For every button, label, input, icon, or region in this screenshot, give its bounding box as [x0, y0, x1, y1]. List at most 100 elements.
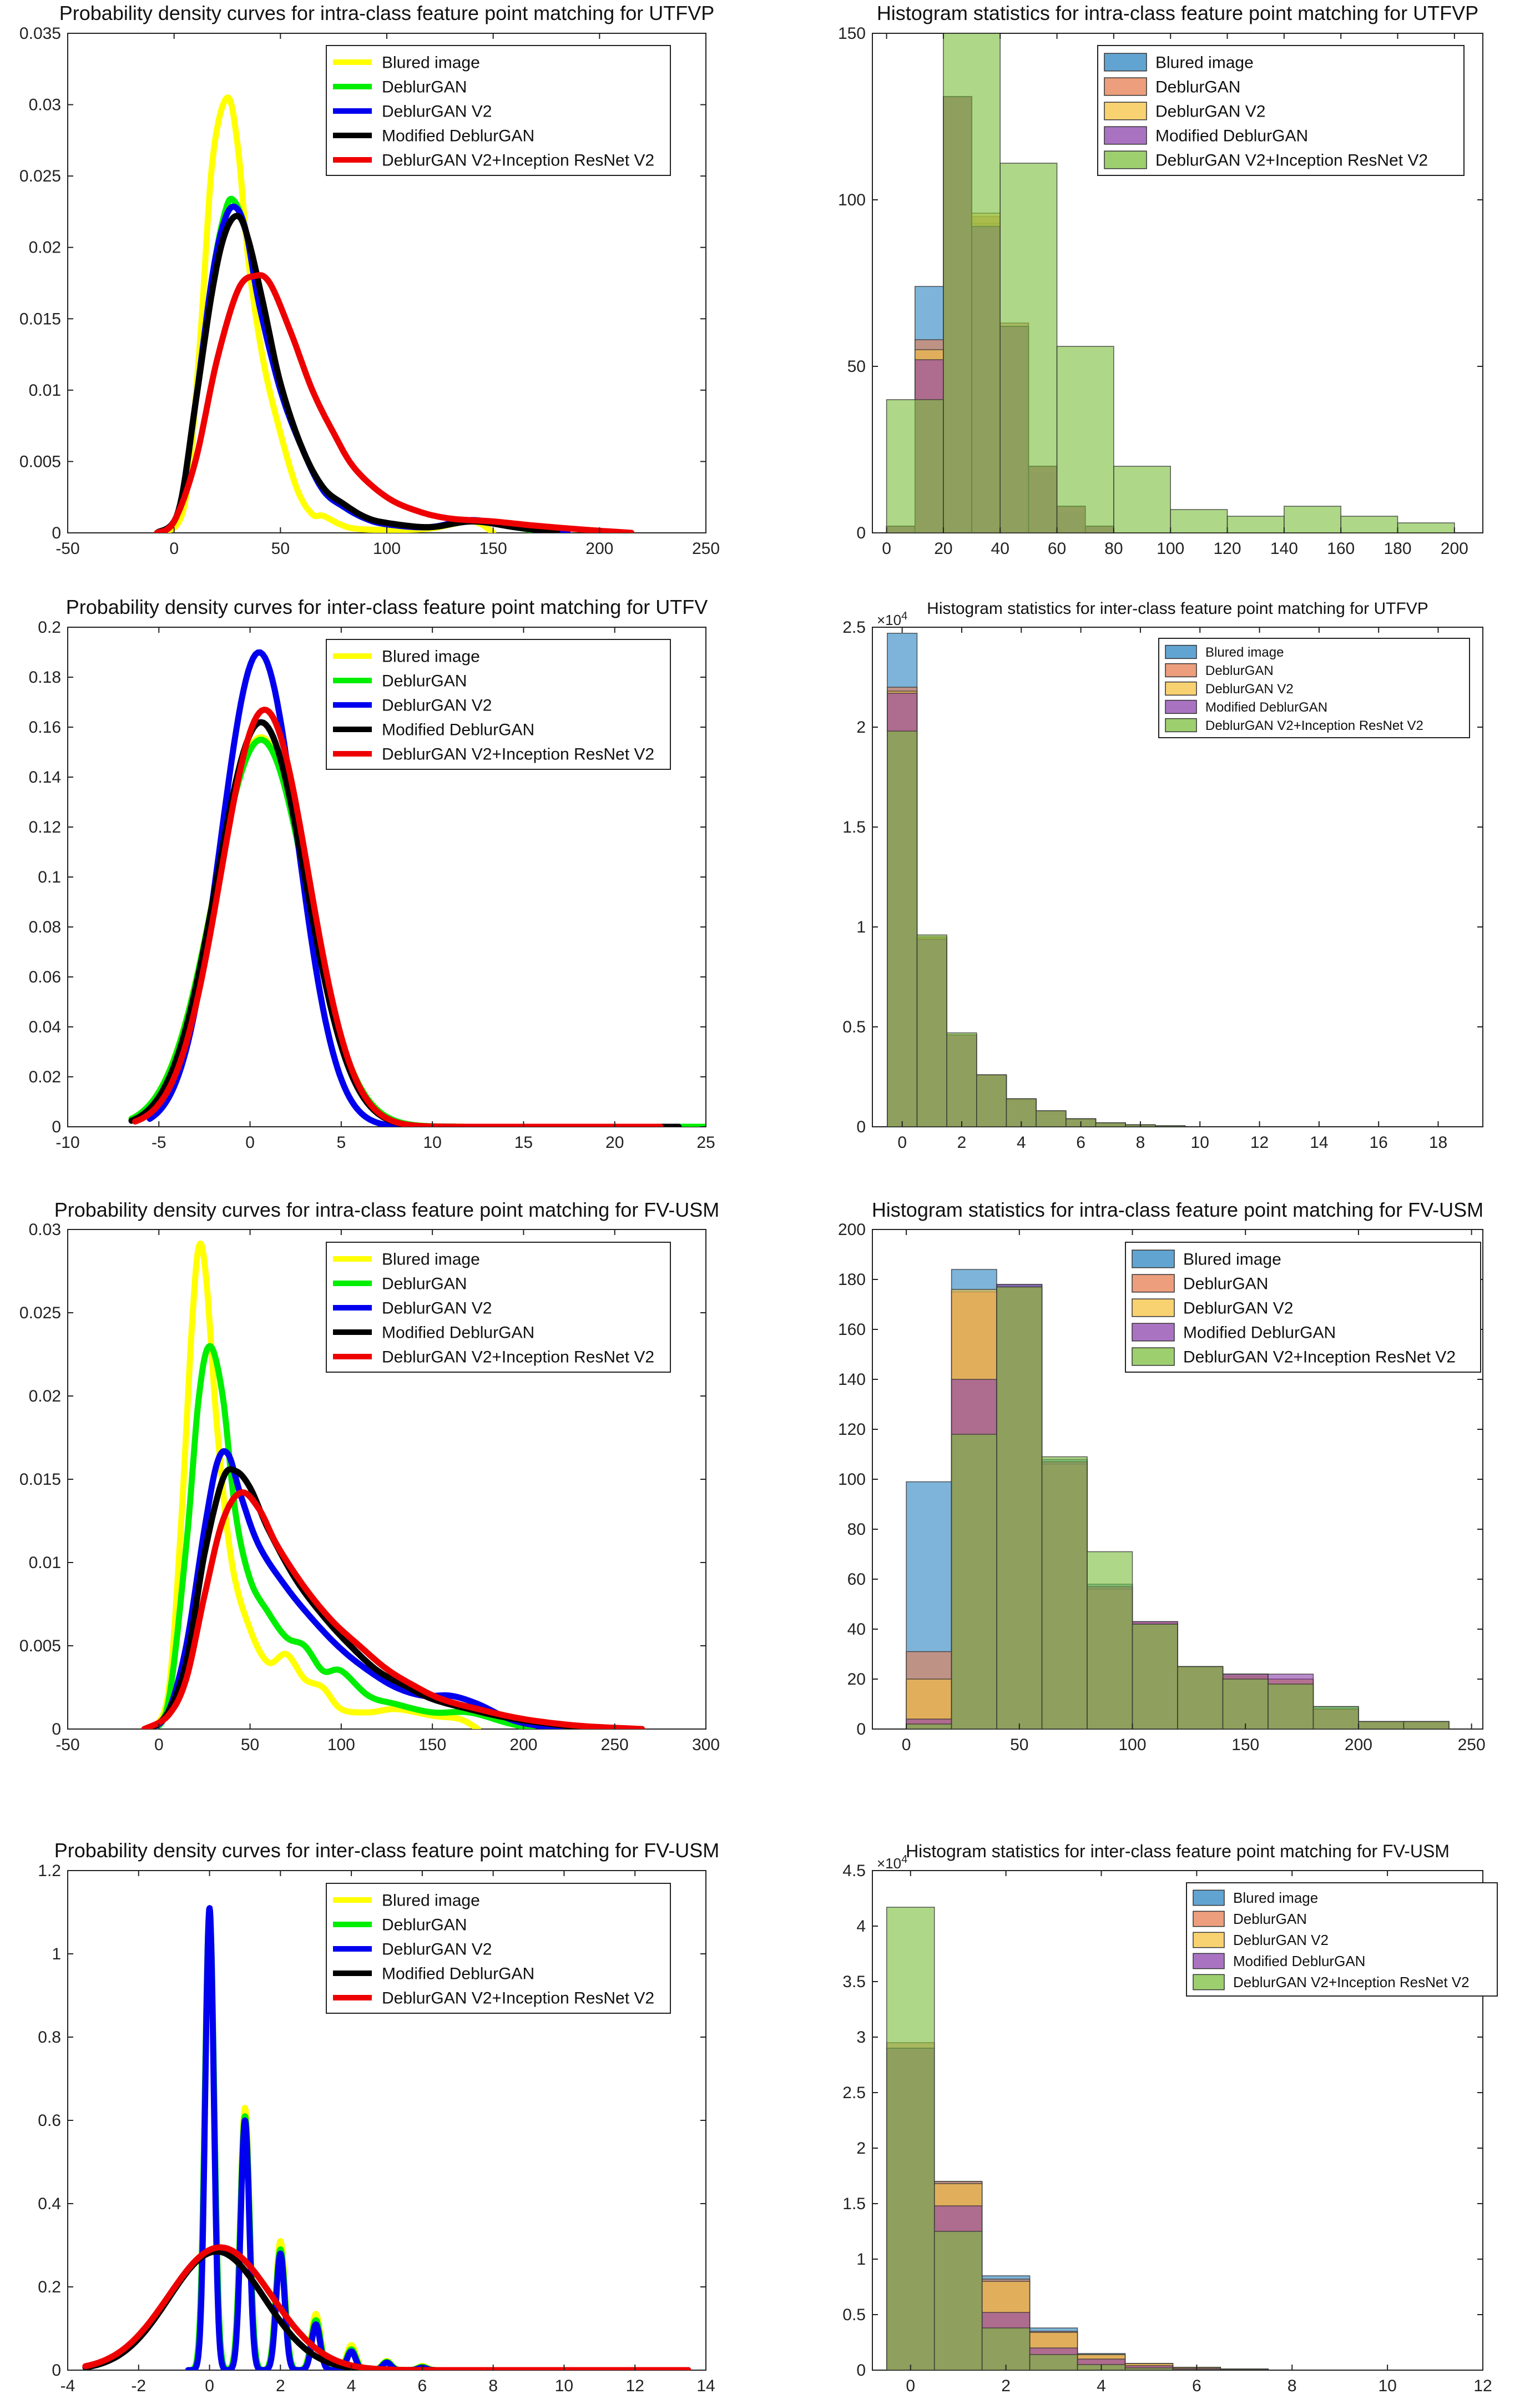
legend: Blured image DeblurGAN DeblurGAN V2 Modifie… — [326, 45, 671, 176]
y-tick-label: 0.015 — [19, 1470, 61, 1489]
x-tick-label: 4 — [347, 2377, 356, 2395]
legend: Blured image DeblurGAN DeblurGAN V2 Modifie… — [326, 1883, 671, 2014]
x-tick-label: 5 — [337, 1133, 346, 1152]
x-tick-label: 150 — [479, 540, 507, 558]
legend-label: Blured image — [1233, 1889, 1318, 1906]
curve-modified-deblurgan — [154, 213, 561, 533]
x-tick-label: -4 — [60, 2377, 75, 2395]
x-tick-label: 0 — [906, 2377, 915, 2395]
histogram-bar — [1124, 2367, 1174, 2370]
y-tick-label: 100 — [838, 191, 866, 209]
histogram-bar — [1132, 1624, 1178, 1729]
x-tick-label: 20 — [605, 1133, 624, 1152]
legend-label: DeblurGAN V2 — [382, 1941, 492, 1959]
x-tick-label: 20 — [934, 540, 952, 558]
histogram-bar — [999, 163, 1058, 533]
histogram-bar — [1222, 1679, 1269, 1729]
x-tick-label: 50 — [1010, 1736, 1028, 1754]
y-tick-label: 0.025 — [19, 167, 61, 185]
legend-box — [1186, 1882, 1498, 1997]
histogram-bar — [1095, 1122, 1126, 1127]
series-deblurgan-v2-inception-resnet-v2 — [906, 1286, 1450, 1729]
y-tick-label: 0.02 — [29, 239, 61, 257]
legend-label: DeblurGAN V2 — [1205, 682, 1294, 697]
x-tick-label: 2 — [276, 2377, 285, 2395]
histogram-bar — [1340, 516, 1398, 533]
y-tick-label: 0.6 — [38, 2111, 61, 2130]
x-tick-label: 160 — [1327, 540, 1355, 558]
y-tick-label: 0.01 — [29, 1554, 61, 1572]
histogram-bar — [951, 1434, 997, 1729]
x-tick-label: 150 — [1231, 1736, 1259, 1754]
legend-swatch — [1193, 1953, 1225, 1969]
histogram-bar — [1056, 346, 1114, 533]
chart-title: Probability density curves for intra-cla… — [59, 2, 714, 24]
chart-title: Histogram statistics for intra-class fea… — [877, 2, 1478, 24]
legend-label: DeblurGAN V2+Inception ResNet V2 — [382, 152, 654, 170]
chart-title: Probability density curves for intra-cla… — [54, 1198, 719, 1221]
y-tick-label: 0.015 — [19, 310, 61, 328]
histogram-bar — [1312, 1706, 1359, 1729]
y-tick-label: 1.5 — [842, 818, 866, 836]
x-tick-label: 100 — [1157, 540, 1184, 558]
y-tick-label: 80 — [847, 1520, 866, 1539]
y-tick-label: 2 — [856, 2139, 866, 2158]
x-tick-label: 100 — [373, 540, 401, 558]
y-tick-label: 2 — [856, 718, 866, 737]
x-tick-label: 0 — [154, 1736, 164, 1754]
legend-label: Modified DeblurGAN — [382, 1965, 534, 1983]
y-tick-label: 0 — [52, 1720, 61, 1738]
legend-label: Modified DeblurGAN — [382, 127, 534, 145]
y-tick-label: 0.06 — [29, 968, 61, 986]
y-tick-label: 200 — [838, 1221, 866, 1239]
histogram-bar — [933, 2231, 983, 2370]
legend-box — [326, 639, 671, 770]
legend: Blured image DeblurGAN DeblurGAN V2 Modifie… — [1186, 1882, 1498, 1997]
x-tick-label: 6 — [1076, 1133, 1085, 1152]
legend-label: DeblurGAN — [1183, 1275, 1268, 1293]
x-tick-label: 60 — [1048, 540, 1066, 558]
y-tick-label: 0 — [856, 1720, 866, 1738]
x-tick-label: 50 — [241, 1736, 259, 1754]
y-tick-label: 0.2 — [38, 618, 61, 637]
y-tick-label: 180 — [838, 1271, 866, 1289]
legend-swatch — [1104, 126, 1147, 145]
legend-box — [1125, 1242, 1481, 1373]
y-tick-label: 0.025 — [19, 1304, 61, 1322]
chart-panel-4: Histogram statistics for inter-class fea… — [842, 599, 1483, 1152]
legend: Blured image DeblurGAN DeblurGAN V2 Modifie… — [326, 639, 671, 770]
series-deblurgan-v2-inception-resnet-v2 — [887, 730, 1186, 1127]
y-tick-label: 0.02 — [29, 1387, 61, 1405]
x-tick-label: 40 — [991, 540, 1009, 558]
x-tick-label: 0 — [205, 2377, 214, 2395]
axis-multiplier: ×104 — [877, 610, 907, 628]
y-tick-label: 0.5 — [842, 2306, 866, 2324]
legend-swatch — [1132, 1323, 1175, 1342]
legend-label: Blured image — [382, 54, 480, 72]
histogram-bar — [1036, 1110, 1067, 1127]
y-tick-label: 40 — [847, 1620, 866, 1639]
histogram-bar — [1284, 506, 1341, 533]
x-tick-label: 2 — [957, 1133, 967, 1152]
x-tick-label: 2 — [1001, 2377, 1011, 2395]
legend-swatch — [1132, 1249, 1175, 1268]
y-tick-label: 0.14 — [29, 768, 61, 787]
x-tick-label: 200 — [585, 540, 613, 558]
data-layer — [154, 94, 635, 533]
histogram-bar — [1041, 1456, 1088, 1729]
legend-label: DeblurGAN V2+Inception ResNet V2 — [1155, 152, 1428, 170]
x-tick-label: 200 — [1345, 1736, 1372, 1754]
chart-title: Histogram statistics for inter-class fea… — [906, 1841, 1450, 1861]
histogram-bar — [1113, 466, 1171, 533]
legend-swatch — [1193, 1911, 1225, 1927]
legend-label: Blured image — [1183, 1251, 1281, 1269]
legend-label: Blured image — [382, 1251, 480, 1269]
series-deblurgan-v2-inception-resnet-v2 — [886, 33, 1455, 533]
data-layer — [886, 1907, 1269, 2370]
legend-label: DeblurGAN — [382, 1275, 467, 1293]
y-tick-label: 100 — [838, 1470, 866, 1489]
legend-label: Modified DeblurGAN — [382, 721, 534, 739]
y-tick-label: 1 — [856, 918, 866, 936]
legend-swatch — [1165, 718, 1197, 733]
